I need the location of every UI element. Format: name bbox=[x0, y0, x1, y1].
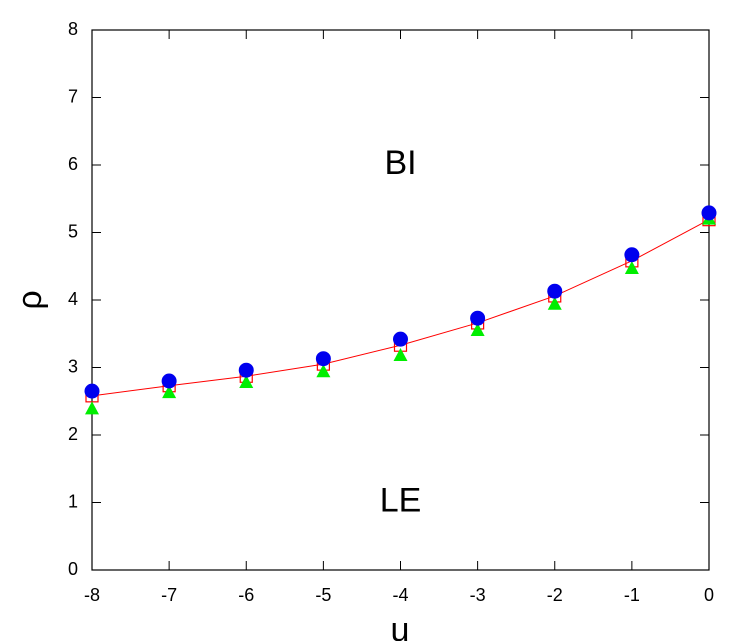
y-tick-label: 2 bbox=[68, 424, 78, 444]
y-tick-label: 1 bbox=[68, 491, 78, 511]
x-tick-label: -4 bbox=[392, 585, 408, 605]
x-tick-label: -8 bbox=[84, 585, 100, 605]
y-tick-label: 3 bbox=[68, 356, 78, 376]
circle-marker bbox=[315, 351, 331, 367]
y-axis-label: ρ bbox=[11, 290, 49, 309]
triangle-marker bbox=[470, 323, 485, 337]
circle-marker bbox=[238, 362, 254, 378]
x-tick-label: -1 bbox=[624, 585, 640, 605]
triangle-marker bbox=[547, 296, 562, 310]
circle-marker bbox=[161, 373, 177, 389]
triangle-marker bbox=[393, 348, 408, 362]
circle-marker bbox=[470, 310, 486, 326]
triangle-marker bbox=[162, 385, 177, 399]
annotation: BI bbox=[384, 144, 416, 182]
circle-marker bbox=[701, 205, 717, 221]
series-line bbox=[91, 219, 710, 397]
triangle-marker bbox=[85, 401, 99, 415]
circle-marker bbox=[547, 283, 563, 299]
circle-marker bbox=[393, 331, 408, 347]
x-tick-label: -5 bbox=[315, 585, 331, 605]
circle-marker bbox=[84, 383, 100, 399]
y-tick-label: 4 bbox=[68, 289, 78, 309]
x-tick-label: -2 bbox=[547, 585, 563, 605]
y-tick-label: 6 bbox=[68, 154, 78, 174]
circle-marker bbox=[624, 247, 640, 263]
triangle-marker bbox=[239, 375, 254, 389]
y-tick-label: 0 bbox=[68, 559, 78, 579]
x-tick-label: -6 bbox=[238, 585, 254, 605]
x-tick-label: 0 bbox=[704, 585, 714, 605]
y-tick-label: 5 bbox=[68, 221, 78, 241]
y-tick-label: 8 bbox=[68, 19, 78, 39]
x-tick-label: -3 bbox=[470, 585, 486, 605]
triangle-marker bbox=[624, 260, 639, 274]
x-axis-label: u bbox=[391, 611, 410, 641]
y-tick-label: 7 bbox=[68, 86, 78, 106]
x-tick-label: -7 bbox=[161, 585, 177, 605]
annotation: LE bbox=[380, 481, 422, 519]
triangle-marker bbox=[316, 364, 331, 378]
